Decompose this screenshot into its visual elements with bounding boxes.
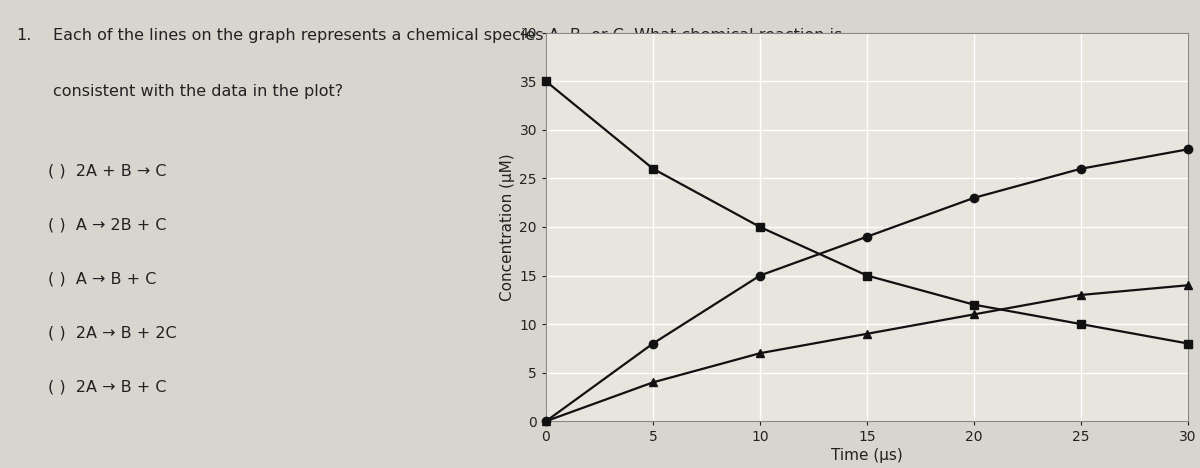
Text: consistent with the data in the plot?: consistent with the data in the plot?: [53, 84, 343, 99]
Text: ( )  2A → B + C: ( ) 2A → B + C: [48, 379, 166, 394]
Text: Each of the lines on the graph represents a chemical species A, B, or C. What ch: Each of the lines on the graph represent…: [53, 28, 842, 43]
Text: ( )  A → 2B + C: ( ) A → 2B + C: [48, 218, 166, 233]
Text: ( )  A → B + C: ( ) A → B + C: [48, 271, 156, 286]
Text: ( )  2A + B → C: ( ) 2A + B → C: [48, 164, 166, 179]
Text: 1.: 1.: [16, 28, 31, 43]
Text: ( )  2A → B + 2C: ( ) 2A → B + 2C: [48, 325, 176, 340]
X-axis label: Time (μs): Time (μs): [832, 448, 902, 463]
Y-axis label: Concentration (μM): Concentration (μM): [500, 153, 515, 301]
